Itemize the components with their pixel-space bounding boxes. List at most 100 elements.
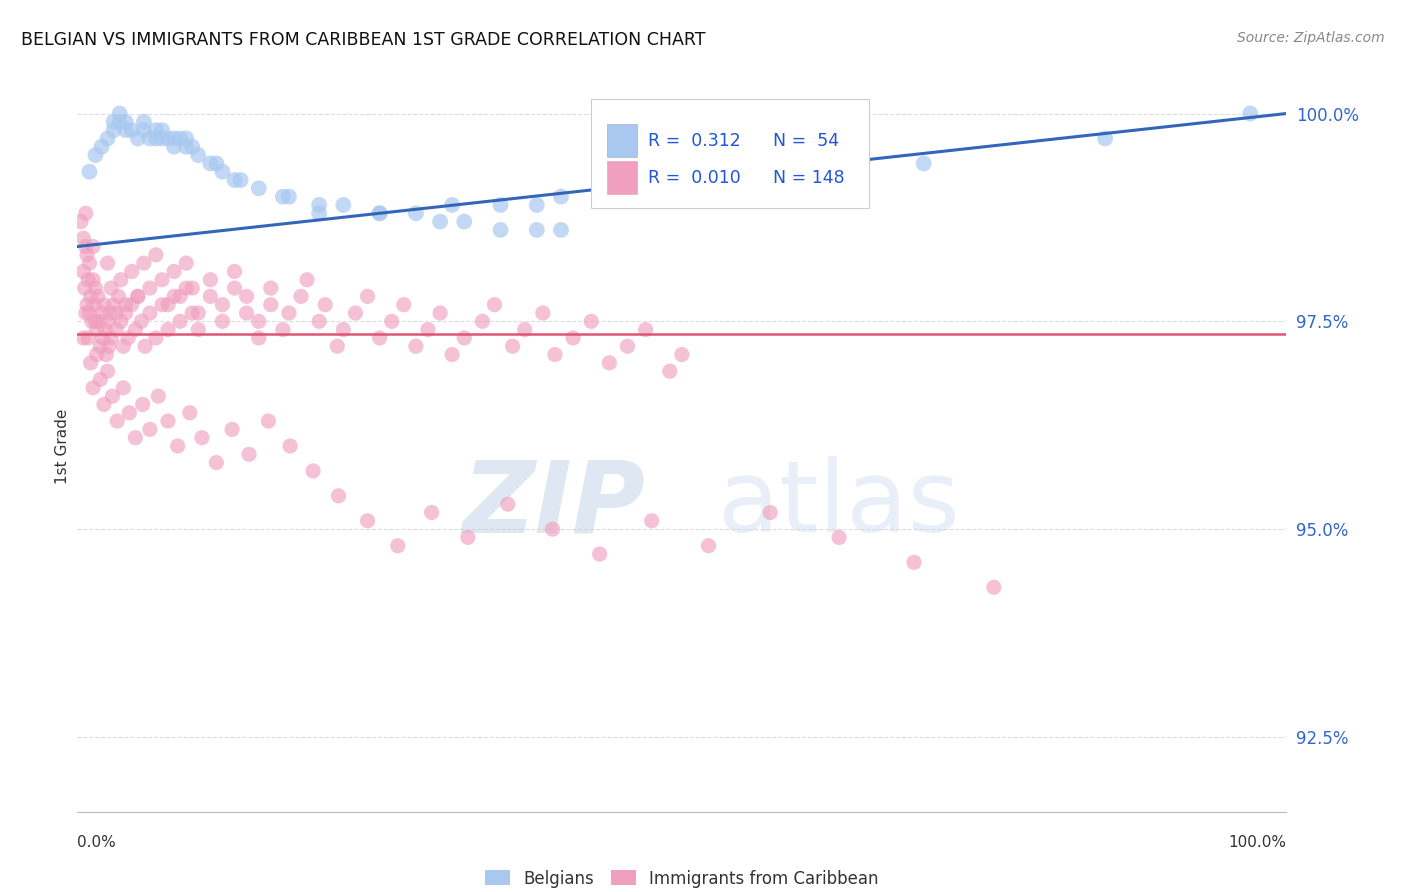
Point [157,323,180,337]
Point [72,331,94,345]
Point [513,323,536,337]
Text: 100.0%: 100.0% [1229,836,1286,850]
Point [489,198,512,212]
Point [641,514,664,528]
Point [121,123,143,137]
Point [96,348,118,362]
Point [257,414,280,428]
Point [247,314,270,328]
Point [157,298,180,312]
Point [392,298,415,312]
Point [101,389,124,403]
Point [174,281,197,295]
Point [531,306,554,320]
Point [72,264,94,278]
Point [174,131,197,145]
Point [150,131,173,145]
Point [82,381,104,395]
Point [121,298,143,312]
Point [1239,106,1261,120]
Point [139,281,162,295]
Point [103,123,125,137]
Point [278,306,301,320]
Point [77,331,100,345]
Point [562,331,585,345]
Point [166,439,188,453]
Point [235,306,257,320]
Point [100,281,122,295]
Point [356,514,378,528]
Point [110,314,132,328]
Point [118,406,141,420]
Point [84,281,107,295]
Point [127,289,149,303]
Point [86,348,108,362]
Point [90,306,112,320]
Point [453,214,475,228]
Point [72,231,94,245]
Text: 0.0%: 0.0% [77,836,117,850]
Text: R =  0.010: R = 0.010 [648,169,741,186]
Point [131,314,153,328]
Point [169,289,191,303]
Point [84,148,107,162]
Point [121,264,143,278]
Point [308,314,330,328]
Point [114,123,136,137]
Point [91,331,114,345]
Point [132,115,155,129]
Point [308,206,330,220]
Point [903,555,925,569]
Point [163,140,186,154]
Point [211,314,233,328]
Point [697,539,720,553]
Point [108,115,131,129]
Point [145,131,167,145]
Point [127,131,149,145]
Point [271,189,294,203]
Point [224,173,246,187]
Point [211,298,233,312]
Text: BELGIAN VS IMMIGRANTS FROM CARIBBEAN 1ST GRADE CORRELATION CHART: BELGIAN VS IMMIGRANTS FROM CARIBBEAN 1ST… [21,31,706,49]
Point [96,314,120,328]
Point [96,256,120,270]
Point [441,348,464,362]
Point [181,140,204,154]
Point [103,115,125,129]
Point [134,339,156,353]
Point [157,131,180,145]
Point [163,289,186,303]
Point [224,264,246,278]
Point [124,431,146,445]
Point [174,256,197,270]
Point [247,181,270,195]
Point [145,123,167,137]
Point [200,289,222,303]
Point [671,348,693,362]
Point [332,323,354,337]
Point [191,431,214,445]
Text: atlas: atlas [718,456,960,553]
Point [132,256,155,270]
Point [187,323,209,337]
Point [181,281,204,295]
Point [247,331,270,345]
Point [150,298,173,312]
Point [598,356,620,370]
Point [96,364,120,378]
Point [84,314,107,328]
Point [79,356,101,370]
Point [80,314,103,328]
Point [328,489,350,503]
Point [457,531,479,545]
Point [326,339,349,353]
Point [983,580,1005,594]
Point [759,506,782,520]
Point [124,323,146,337]
Point [79,256,101,270]
Point [912,156,935,170]
Point [278,189,301,203]
Point [114,306,136,320]
Point [139,422,162,436]
Point [110,273,132,287]
